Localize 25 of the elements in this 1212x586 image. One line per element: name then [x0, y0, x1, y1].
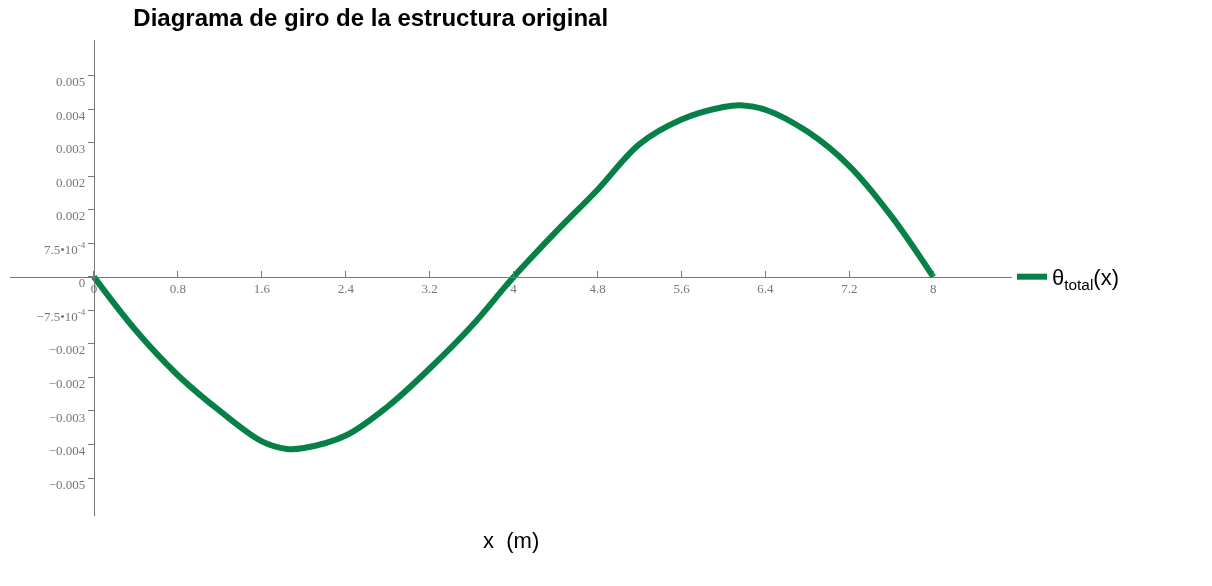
x-tick-label: 3.2: [421, 281, 438, 297]
y-tick-label: 7.5•10$^{-4}$: [43, 240, 86, 257]
y-tick-label: −7.5•10$^{-4}$: [36, 307, 86, 324]
y-tick-label: 0.004: [56, 107, 86, 123]
chart-title: Diagrama de giro de la estructura original: [133, 3, 609, 31]
x-axis-title: x (m): [483, 528, 540, 553]
y-tick-label: 0.005: [56, 74, 86, 90]
x-tick-label: 0.8: [169, 281, 186, 297]
y-tick-label: −0.005: [48, 476, 86, 492]
y-tick-label: 0.002: [56, 174, 86, 190]
x-tick-label: 7.2: [841, 281, 858, 297]
y-tick-label: −0.002: [48, 342, 86, 358]
x-tick-label: 6.4: [757, 281, 775, 297]
x-tick-label: 4.8: [589, 281, 606, 297]
y-tick-label: −0.004: [48, 443, 86, 459]
x-tick-label: 2.4: [337, 281, 355, 297]
legend-label: θ$_{total}$(x): [1052, 265, 1119, 293]
x-tick-label: 8: [930, 281, 937, 297]
y-tick-label: −0.002: [48, 376, 86, 391]
x-tick-label: 1.6: [253, 281, 271, 297]
x-tick-label: 5.6: [673, 281, 691, 297]
y-tick-label: 0.003: [56, 141, 86, 157]
y-tick-label: 0.002: [56, 208, 86, 224]
y-tick-label: −0.003: [48, 409, 86, 425]
x-tick-label: 4: [510, 281, 518, 297]
